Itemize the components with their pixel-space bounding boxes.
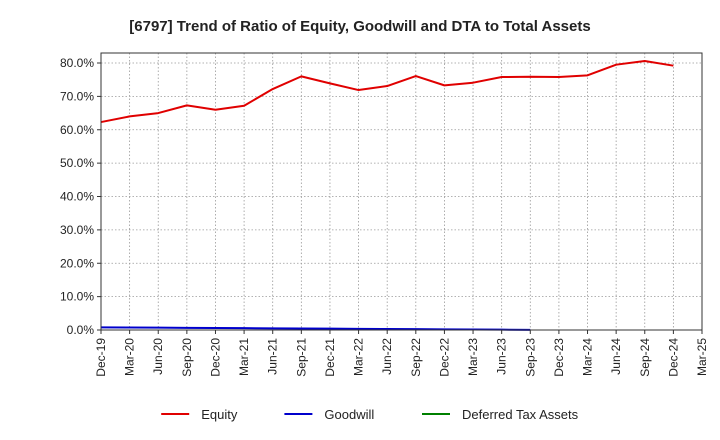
x-tick-label: Mar-23	[466, 338, 480, 376]
x-tick-label: Sep-21	[294, 338, 308, 377]
plot-area	[101, 53, 702, 330]
x-tick-label: Dec-19	[94, 338, 108, 377]
series-line-goodwill	[100, 326, 531, 331]
x-tick-label: Jun-22	[380, 338, 394, 375]
x-tick-label: Jun-23	[495, 338, 509, 375]
x-tick-label: Dec-24	[666, 338, 680, 377]
y-tick-label: 30.0%	[60, 223, 94, 237]
x-axis: Dec-19 Mar-20 Jun-20 Sep-20 Dec-20 Mar-21 Jun-…	[94, 330, 709, 377]
y-axis: 0.0% 10.0% 20.0% 30.0% 40.0% 50.0% 60.0% 70.0% 8…	[60, 56, 101, 337]
y-tick-label: 50.0%	[60, 156, 94, 170]
y-tick-label: 70.0%	[60, 89, 94, 103]
legend-label: Equity	[201, 407, 238, 422]
legend-label: Deferred Tax Assets	[462, 407, 579, 422]
x-tick-label: Mar-25	[695, 338, 709, 376]
x-tick-label: Mar-20	[123, 338, 137, 376]
x-tick-label: Jun-20	[151, 338, 165, 375]
x-tick-label: Jun-24	[609, 338, 623, 375]
x-tick-label: Mar-21	[237, 338, 251, 376]
x-tick-label: Sep-20	[180, 338, 194, 377]
y-tick-label: 60.0%	[60, 123, 94, 137]
x-tick-label: Dec-23	[552, 338, 566, 377]
x-tick-label: Jun-21	[266, 338, 280, 375]
x-tick-label: Sep-22	[409, 338, 423, 377]
y-tick-label: 80.0%	[60, 56, 94, 70]
y-tick-label: 40.0%	[60, 190, 94, 204]
x-tick-label: Dec-21	[323, 338, 337, 377]
x-tick-label: Sep-23	[523, 338, 537, 377]
x-tick-label: Mar-22	[352, 338, 366, 376]
series-line-equity	[100, 60, 674, 124]
y-tick-label: 0.0%	[67, 323, 95, 337]
series-layer	[100, 60, 674, 331]
chart-title: [6797] Trend of Ratio of Equity, Goodwil…	[129, 18, 590, 35]
legend: Equity Goodwill Deferred Tax Assets	[161, 407, 579, 422]
legend-label: Goodwill	[324, 407, 374, 422]
x-tick-label: Dec-20	[208, 338, 222, 377]
plot-frame	[100, 52, 703, 331]
y-tick-label: 20.0%	[60, 256, 94, 270]
x-tick-label: Mar-24	[581, 338, 595, 376]
y-tick-label: 10.0%	[60, 290, 94, 304]
x-tick-label: Dec-22	[437, 338, 451, 377]
x-tick-label: Sep-24	[638, 338, 652, 377]
